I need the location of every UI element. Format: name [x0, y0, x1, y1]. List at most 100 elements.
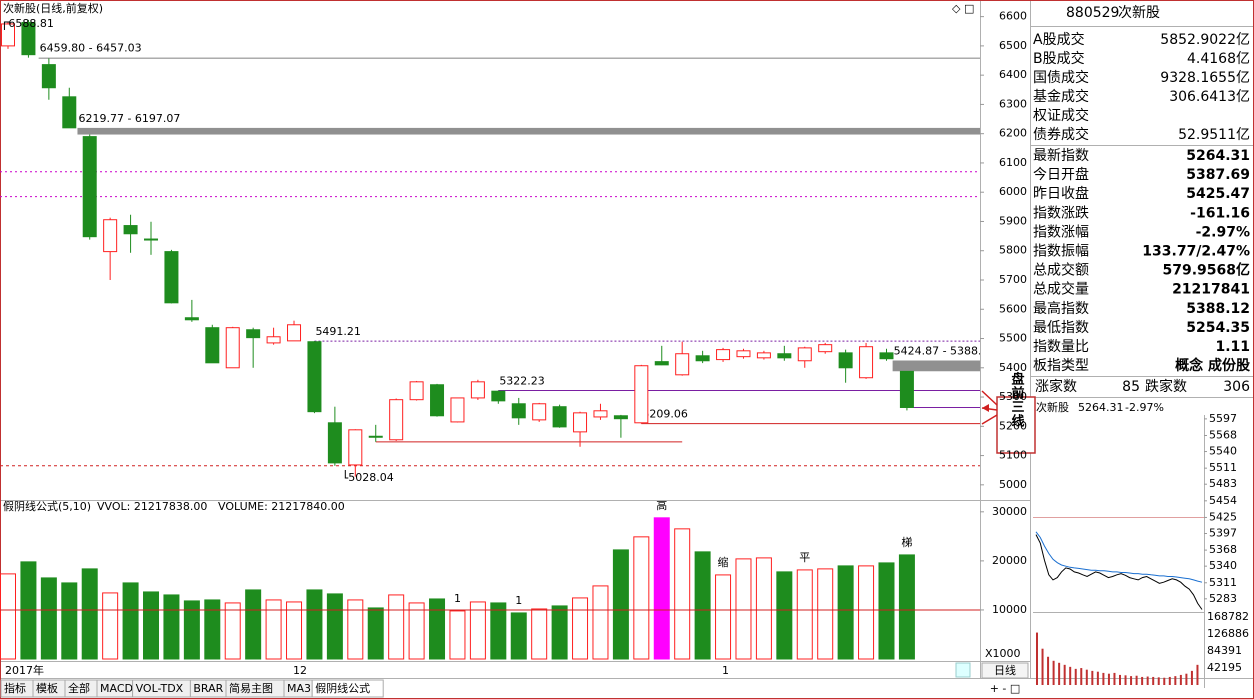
level-label: 5491.21 — [315, 325, 361, 338]
level-label: 5209.06 — [642, 408, 688, 421]
candle-body — [797, 347, 812, 362]
level-label: 6459.80 - 6457.03 — [40, 42, 142, 55]
panel-label: 指数振幅 — [1033, 244, 1089, 260]
volume-bar — [817, 568, 834, 660]
candle-body — [368, 435, 383, 438]
down-count: 306 — [1223, 379, 1250, 395]
period-tab[interactable] — [981, 662, 1029, 679]
volume-bar — [490, 602, 507, 660]
volume-bar — [429, 598, 446, 660]
candle-body — [573, 412, 588, 433]
volume-bar — [347, 599, 364, 660]
y-tick-label: 5100 — [999, 449, 1027, 462]
y-tick-label: 126886 — [1207, 627, 1249, 640]
volume-bar — [326, 593, 343, 660]
intraday-volume-bar — [1157, 677, 1160, 685]
volume-bar — [286, 601, 303, 660]
panel-value: 5425.47 — [1186, 186, 1250, 202]
volume-bar — [592, 585, 609, 660]
intraday-line — [1035, 534, 1203, 610]
intraday-volume-bar — [1074, 668, 1077, 685]
panel-value: 579.9568亿 — [1162, 262, 1250, 279]
panel-label: 指数涨跌 — [1033, 205, 1089, 221]
window-icons[interactable]: ◇ □ — [952, 2, 974, 15]
y-tick-label: 6000 — [999, 185, 1027, 198]
tab-label[interactable]: 模板 — [36, 681, 58, 695]
volume-bar — [776, 571, 793, 660]
panel-label: 指数涨幅 — [1033, 224, 1089, 240]
tab-label[interactable]: VOL-TDX — [136, 682, 184, 695]
panel-value: 133.77/2.47% — [1142, 244, 1250, 260]
volume-bar — [61, 582, 78, 660]
panel-value: 概念 成份股 — [1175, 357, 1251, 374]
tab-label[interactable]: 简易主图 — [229, 681, 273, 695]
panel-value: 52.9511亿 — [1178, 127, 1250, 143]
volume-bar — [837, 565, 854, 660]
level-label: 6219.77 - 6197.07 — [78, 112, 180, 125]
volume-bar — [81, 568, 98, 660]
panel-value: 306.6413亿 — [1169, 89, 1250, 105]
mini-title: 次新股 — [1036, 400, 1069, 414]
candle-body — [756, 352, 771, 359]
zoom-buttons[interactable]: + - □ — [990, 682, 1021, 695]
y-tick-label: 5500 — [999, 332, 1027, 345]
volume-bar — [653, 517, 670, 660]
panel-value: -2.97% — [1196, 224, 1250, 240]
tab-label[interactable]: 假阴线公式 — [315, 681, 370, 695]
tab-bar: 指标 模板 全部 MACD VOL-TDX BRAR 简易主图 MA3 假阴线公式 — [0, 679, 384, 698]
intraday-volume-bar — [1036, 632, 1038, 685]
intraday-volume-bar — [1130, 676, 1133, 685]
panel-label: B股成交 — [1033, 50, 1085, 67]
panel-label: 基金成交 — [1033, 88, 1089, 105]
intraday-volume-bar — [1141, 676, 1144, 685]
volume-bar — [449, 610, 466, 660]
y-tick-label: 5800 — [999, 244, 1027, 257]
volume-bar — [674, 528, 691, 660]
panel-value: 5852.9022亿 — [1160, 32, 1250, 48]
candle-body — [634, 365, 649, 424]
intraday-volume-bar — [1174, 676, 1177, 685]
volume-bar — [755, 557, 772, 660]
panel-label: 债券成交 — [1033, 126, 1089, 143]
y-tick-label: 5397 — [1209, 526, 1237, 539]
candle-body — [164, 251, 179, 304]
y-tick-label: 5000 — [999, 478, 1027, 491]
intraday-volume-bar — [1091, 670, 1094, 685]
tab-label[interactable]: MA3 — [287, 682, 311, 695]
panel-label: 昨日收盘 — [1033, 185, 1089, 202]
candle-body — [838, 352, 853, 369]
candle-body — [409, 381, 424, 401]
y-tick-label: 5400 — [999, 361, 1027, 374]
y-tick-label: 168782 — [1207, 610, 1249, 623]
tab-label[interactable]: 全部 — [68, 681, 90, 695]
panel-label: 总成交量 — [1033, 281, 1089, 298]
candle-body — [654, 361, 669, 366]
candle-body — [470, 381, 485, 399]
intraday-volume-bar — [1190, 670, 1193, 685]
low-arrow — [344, 470, 349, 479]
candle-body — [552, 406, 567, 428]
intraday-volume-bar — [1085, 669, 1088, 685]
intraday-volume-bar — [1096, 671, 1099, 685]
y-tick-label: 5283 — [1209, 592, 1237, 605]
panel-label: 最低指数 — [1033, 320, 1089, 336]
panel-value: 9328.1655亿 — [1160, 70, 1250, 86]
panel-label: A股成交 — [1033, 31, 1085, 48]
candle-body — [736, 350, 751, 358]
panel-label: 总成交额 — [1033, 262, 1089, 279]
tab-label[interactable]: BRAR — [193, 682, 223, 695]
intraday-volume-bar — [1135, 675, 1138, 685]
gap-band — [77, 127, 980, 135]
tab-label[interactable]: MACD — [100, 682, 133, 695]
scroll-button[interactable] — [955, 662, 971, 678]
tab-label[interactable]: 指标 — [4, 681, 26, 695]
period[interactable]: 日线 — [994, 663, 1016, 677]
panel-value: 1.11 — [1215, 339, 1250, 355]
y-tick-label: 5540 — [1209, 445, 1237, 458]
intraday-volume-bar — [1124, 675, 1127, 685]
tab[interactable] — [311, 679, 384, 698]
volume-annotation: 1 — [454, 592, 461, 605]
candle-body — [695, 355, 710, 362]
intraday-volume-bar — [1179, 674, 1182, 685]
